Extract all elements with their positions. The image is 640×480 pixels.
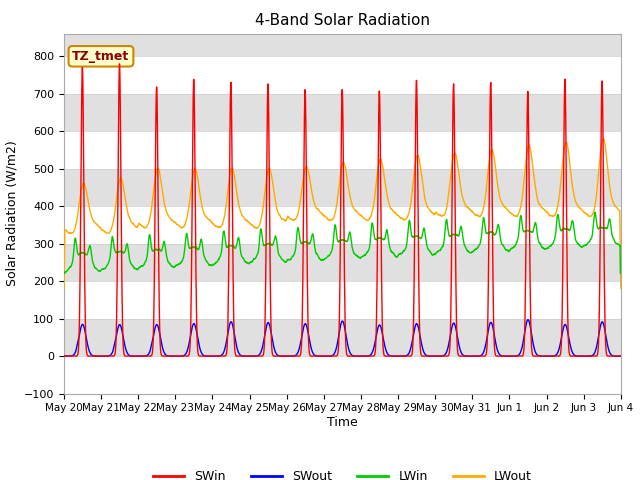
- LWout: [617, 286, 625, 291]
- SWout: [436, 353, 444, 359]
- SWin: [60, 353, 68, 359]
- Bar: [64, 206, 621, 243]
- LWout: [467, 208, 475, 214]
- LWout: [60, 286, 68, 292]
- SWout: [499, 353, 506, 359]
- Line: SWout: SWout: [64, 320, 621, 356]
- LWin: [591, 209, 599, 215]
- LWin: [436, 248, 444, 253]
- SWin: [436, 353, 444, 359]
- Line: LWin: LWin: [64, 212, 621, 274]
- Bar: [64, 281, 621, 319]
- LWout: [322, 214, 330, 220]
- Bar: [64, 243, 621, 281]
- LWin: [617, 271, 625, 276]
- Bar: [64, 131, 621, 168]
- LWin: [160, 239, 168, 244]
- SWin: [467, 353, 475, 359]
- Bar: [64, 56, 621, 94]
- SWin: [161, 353, 168, 359]
- Line: SWin: SWin: [64, 64, 621, 356]
- SWout: [617, 353, 625, 359]
- SWout: [60, 353, 68, 359]
- SWin: [616, 353, 624, 359]
- SWout: [467, 353, 475, 359]
- SWout: [616, 353, 624, 359]
- LWin: [322, 256, 330, 262]
- LWout: [616, 237, 624, 243]
- SWin: [116, 61, 124, 67]
- SWout: [160, 349, 168, 355]
- LWout: [600, 136, 607, 142]
- Bar: [64, 94, 621, 131]
- SWin: [499, 353, 507, 359]
- X-axis label: Time: Time: [327, 416, 358, 429]
- LWin: [467, 250, 475, 256]
- Title: 4-Band Solar Radiation: 4-Band Solar Radiation: [255, 13, 430, 28]
- LWin: [60, 271, 68, 276]
- LWin: [616, 252, 624, 257]
- SWin: [617, 353, 625, 359]
- Bar: [64, 319, 621, 356]
- Line: LWout: LWout: [64, 139, 621, 289]
- SWin: [322, 353, 330, 359]
- Text: TZ_tmet: TZ_tmet: [72, 50, 130, 63]
- Legend: SWin, SWout, LWin, LWout: SWin, SWout, LWin, LWout: [148, 465, 537, 480]
- SWout: [524, 317, 532, 323]
- LWout: [160, 199, 168, 205]
- Bar: [64, 168, 621, 206]
- LWout: [436, 212, 444, 218]
- Bar: [64, 356, 621, 394]
- Y-axis label: Solar Radiation (W/m2): Solar Radiation (W/m2): [5, 141, 19, 287]
- LWin: [499, 242, 506, 248]
- SWout: [322, 353, 330, 359]
- LWout: [499, 202, 506, 207]
